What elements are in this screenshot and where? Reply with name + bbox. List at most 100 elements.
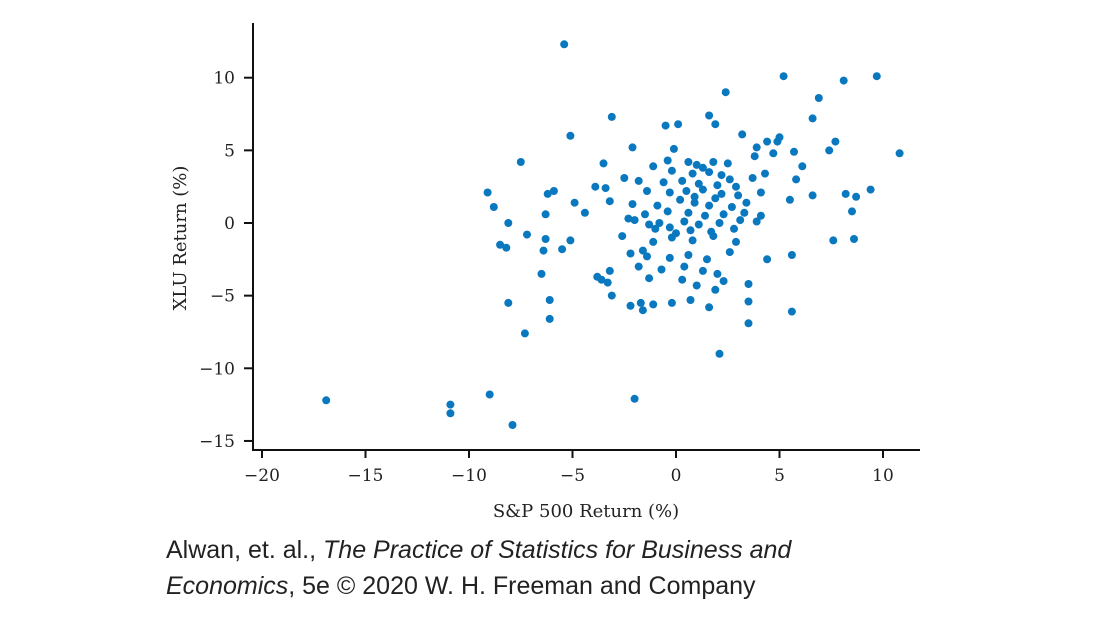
data-point: [628, 200, 637, 209]
data-point: [669, 144, 678, 153]
data-point: [684, 208, 693, 217]
data-point: [773, 137, 782, 146]
data-point: [721, 88, 730, 97]
data-point: [711, 120, 720, 129]
data-point: [701, 211, 709, 220]
x-tick-label: −20: [244, 466, 280, 486]
data-point: [676, 195, 685, 204]
data-point: [566, 236, 575, 245]
data-point: [787, 251, 796, 259]
data-point: [558, 245, 567, 254]
data-point: [769, 149, 778, 158]
y-tick-label: −10: [199, 359, 235, 379]
data-point: [483, 188, 492, 197]
data-point: [543, 189, 552, 198]
data-point: [649, 162, 658, 171]
data-point: [537, 269, 546, 278]
data-point: [725, 175, 734, 184]
data-point: [605, 197, 614, 206]
data-point: [825, 146, 834, 155]
data-point: [659, 178, 668, 187]
x-ticks: −20 −15 −10 −5 0 5 10: [244, 450, 894, 486]
data-point: [756, 188, 765, 197]
data-point: [605, 266, 614, 275]
data-point: [698, 163, 707, 172]
data-point: [667, 166, 676, 175]
data-point: [732, 182, 740, 191]
y-tick-label: 10: [213, 69, 235, 89]
data-point: [591, 182, 600, 191]
data-point: [560, 40, 569, 49]
data-point: [504, 219, 513, 227]
y-tick-label: −5: [210, 287, 235, 307]
data-point: [705, 111, 714, 120]
x-tick-label: 0: [671, 466, 682, 486]
data-point: [661, 121, 670, 130]
data-point: [692, 281, 701, 290]
data-point: [740, 208, 749, 217]
data-point: [688, 169, 697, 178]
data-point: [686, 296, 695, 304]
data-point: [630, 216, 639, 225]
data-point: [684, 251, 693, 259]
data-point: [541, 210, 550, 219]
data-point: [785, 195, 794, 204]
data-point: [709, 232, 718, 241]
data-point: [829, 236, 838, 245]
data-point: [649, 237, 658, 246]
data-point: [866, 185, 875, 194]
data-point: [761, 169, 769, 178]
data-point: [790, 147, 798, 156]
data-point: [748, 174, 757, 182]
data-point: [711, 194, 720, 203]
x-tick-label: −5: [560, 466, 585, 486]
data-point: [651, 224, 660, 233]
data-point: [711, 285, 720, 294]
data-point: [634, 176, 643, 185]
data-point: [678, 176, 687, 185]
data-point: [756, 211, 765, 220]
data-point: [446, 400, 455, 409]
data-point: [730, 224, 738, 233]
data-point: [545, 314, 554, 323]
data-point: [653, 201, 662, 210]
data-point: [678, 275, 687, 284]
data-point: [566, 131, 575, 140]
data-point: [717, 189, 726, 198]
data-point: [688, 236, 697, 245]
data-point: [738, 130, 747, 139]
data-point: [641, 210, 649, 219]
y-tick-label: −15: [199, 432, 235, 452]
y-ticks: −15 −10 −5 0 5 10: [199, 69, 253, 452]
data-point: [736, 216, 745, 225]
caption-line-1: Alwan, et. al., The Practice of Statisti…: [166, 532, 791, 568]
data-point: [643, 187, 651, 195]
data-point: [645, 274, 654, 283]
data-point: [713, 181, 722, 190]
data-point: [686, 226, 695, 235]
data-point: [508, 421, 517, 429]
data-point: [692, 160, 701, 169]
data-point: [657, 265, 666, 274]
data-point: [599, 159, 608, 168]
data-points: [322, 40, 904, 429]
x-tick-label: −10: [451, 466, 487, 486]
data-point: [607, 291, 616, 300]
data-point: [626, 249, 635, 258]
caption-book-title-part1: The Practice of Statistics for Business …: [323, 536, 792, 564]
data-point: [713, 269, 722, 278]
data-point: [630, 394, 639, 403]
data-point: [638, 306, 647, 315]
data-point: [502, 243, 511, 252]
data-point: [570, 198, 579, 207]
data-point: [744, 280, 753, 288]
data-point: [723, 159, 732, 168]
data-point: [705, 168, 714, 177]
data-point: [694, 220, 703, 229]
y-tick-label: 5: [224, 141, 235, 161]
x-tick-label: −15: [348, 466, 384, 486]
data-point: [674, 120, 683, 129]
data-point: [446, 409, 455, 418]
data-point: [580, 208, 589, 217]
data-point: [634, 262, 643, 271]
